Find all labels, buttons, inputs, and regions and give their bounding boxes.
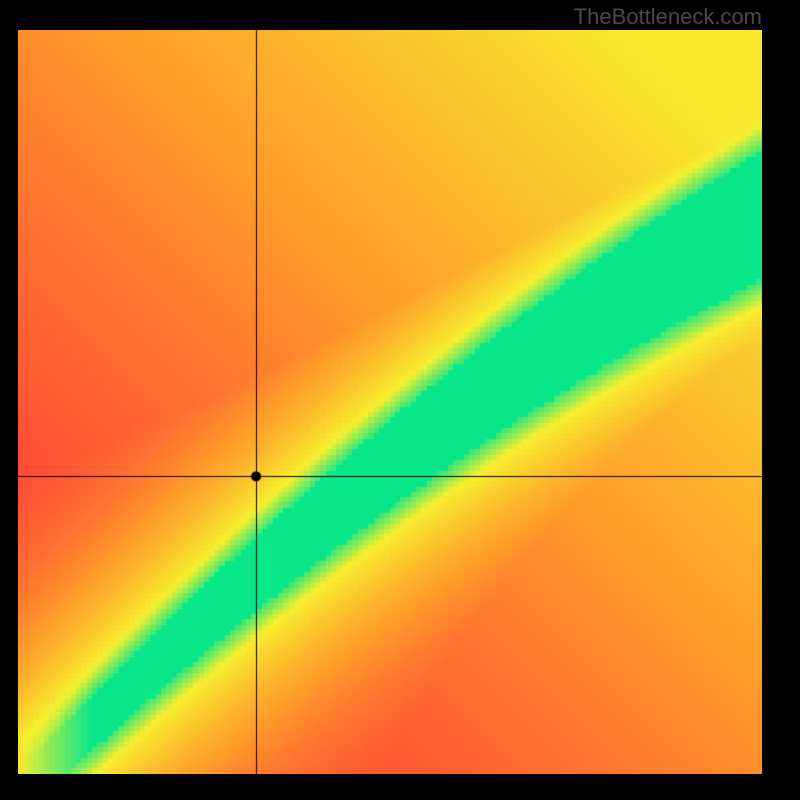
heatmap-canvas [18, 30, 762, 774]
heatmap-container [18, 30, 762, 774]
watermark-text: TheBottleneck.com [574, 4, 762, 30]
